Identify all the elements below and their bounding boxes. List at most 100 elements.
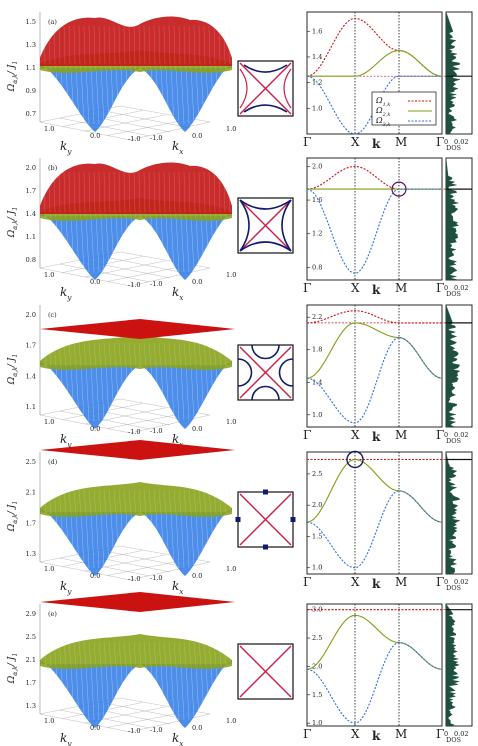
- band3-mesh-line: [70, 509, 75, 569]
- band3-mesh-line: [125, 65, 130, 125]
- band3-mesh-line: [190, 362, 195, 422]
- band1-mesh-line: [93, 25, 96, 65]
- band2-mesh-line: [128, 641, 132, 667]
- band1-mesh-line: [178, 171, 181, 213]
- band2-mesh-line: [68, 342, 72, 368]
- dos-fill: [445, 304, 461, 428]
- band2-mesh-line: [123, 489, 127, 515]
- band3-mesh-line: [220, 65, 225, 125]
- band2-mesh-line: [103, 489, 107, 515]
- band1-mesh-line: [203, 171, 206, 213]
- band3-mesh-line: [200, 213, 205, 273]
- surface-ytick-label: 2.5: [26, 458, 36, 466]
- panel-label: (b): [48, 164, 58, 172]
- surface-ylabel: Ωα,k/ J1: [7, 501, 19, 532]
- band1-mesh-line: [53, 171, 56, 213]
- band3-mesh-line: [95, 362, 100, 422]
- band3-mesh-line: [65, 65, 70, 125]
- chart-xtick-label: X: [351, 428, 360, 442]
- chart-ytick-label: 1.0: [312, 719, 322, 727]
- band3-mesh-line: [145, 661, 150, 721]
- band3-mesh-line: [130, 509, 135, 569]
- band3-mesh-line: [110, 213, 115, 273]
- band3-mesh-line: [60, 65, 65, 125]
- band2-mesh-line: [173, 342, 177, 368]
- kx-axis-label: kx: [172, 731, 184, 746]
- band1-mesh-line: [58, 25, 61, 65]
- surface-ytick-label: 1.1: [26, 64, 36, 72]
- chart-xtick-label: Γ: [303, 575, 311, 589]
- band3-mesh-line: [215, 509, 220, 569]
- band3-surface: [40, 212, 232, 280]
- legend: Ω1,kΩ2,kΩ3,k: [371, 91, 437, 128]
- band3-mesh-line: [175, 65, 180, 125]
- band3-surface: [40, 508, 232, 576]
- chart-xtick-label: M: [395, 281, 407, 295]
- fermi-contour-inset: [237, 643, 294, 700]
- band2-mesh-line: [153, 489, 157, 515]
- band1-mesh-line: [43, 171, 46, 213]
- ky-axis-label: ky: [60, 731, 72, 746]
- band3-mesh: [40, 212, 232, 280]
- band3-mesh-line: [190, 213, 195, 273]
- chart-xlabel: k: [372, 283, 381, 297]
- band3-mesh-line: [85, 65, 90, 125]
- band2-surface: [40, 634, 232, 669]
- surface-k-tick: -1.0: [128, 575, 141, 583]
- series-2-line: [307, 49, 443, 77]
- ky-axis-label: ky: [60, 432, 72, 449]
- band3-mesh-line: [105, 213, 110, 273]
- chart-xtick-label: Γ: [303, 727, 311, 741]
- contour-curve: [239, 199, 292, 252]
- band1-flat-plane: [40, 440, 235, 460]
- band2-mesh-line: [133, 342, 137, 368]
- band3-mesh-line: [210, 65, 215, 125]
- band2-mesh-line: [78, 342, 82, 368]
- band3-mesh-line: [100, 509, 105, 569]
- chart-xtick-label: M: [395, 135, 407, 149]
- band2-mesh-line: [128, 342, 132, 368]
- dos-fill: [445, 603, 460, 727]
- band2-mesh-line: [88, 641, 92, 667]
- series-3-line: [306, 336, 443, 424]
- band3-mesh-line: [110, 65, 115, 125]
- band2-mesh-line: [68, 641, 72, 667]
- surface-ytick-label: 2.0: [26, 164, 36, 172]
- band1-mesh-line: [88, 171, 91, 213]
- band2-mesh-line: [113, 641, 117, 667]
- chart-xtick-label: X: [351, 135, 360, 149]
- band3-mesh-line: [145, 362, 150, 422]
- chart-xlabel: k: [372, 430, 381, 444]
- band1-surface: [40, 592, 235, 612]
- band1-mesh-line: [158, 171, 161, 213]
- band1-mesh-line: [68, 171, 71, 213]
- chart-ytick-label: 1.4: [312, 378, 322, 386]
- band3-mesh-line: [195, 213, 200, 273]
- band3-mesh-line: [105, 362, 110, 422]
- band1-mesh-line: [123, 171, 126, 213]
- band3-mesh-line: [100, 362, 105, 422]
- chart-ytick-label: 1.2: [312, 230, 322, 238]
- band2-mesh-line: [183, 342, 187, 368]
- band2-mesh-line: [138, 342, 142, 368]
- band3-mesh-line: [130, 661, 135, 721]
- band3-mesh: [40, 660, 232, 728]
- band3-mesh-line: [105, 509, 110, 569]
- band1-mesh-line: [123, 25, 126, 65]
- band3-mesh-line: [55, 362, 60, 422]
- chart-ytick-label: 2.0: [312, 662, 322, 670]
- band3-mesh-line: [140, 65, 145, 125]
- band3-mesh-line: [170, 362, 175, 422]
- contour-line: [239, 62, 292, 115]
- band3-mesh-line: [105, 661, 110, 721]
- band2-mesh-line: [203, 342, 207, 368]
- surface-k-tick: 1.0: [226, 717, 236, 725]
- band3-mesh-line: [170, 509, 175, 569]
- surface-ytick-label: 1.5: [26, 18, 36, 26]
- chart-xtick-label: X: [351, 575, 360, 589]
- band3-mesh-line: [215, 65, 220, 125]
- band1-surface: [40, 162, 232, 214]
- chart-ytick-label: 3.0: [312, 606, 322, 614]
- band3-mesh-line: [195, 509, 200, 569]
- dos-xtick-label: 0: [444, 431, 448, 439]
